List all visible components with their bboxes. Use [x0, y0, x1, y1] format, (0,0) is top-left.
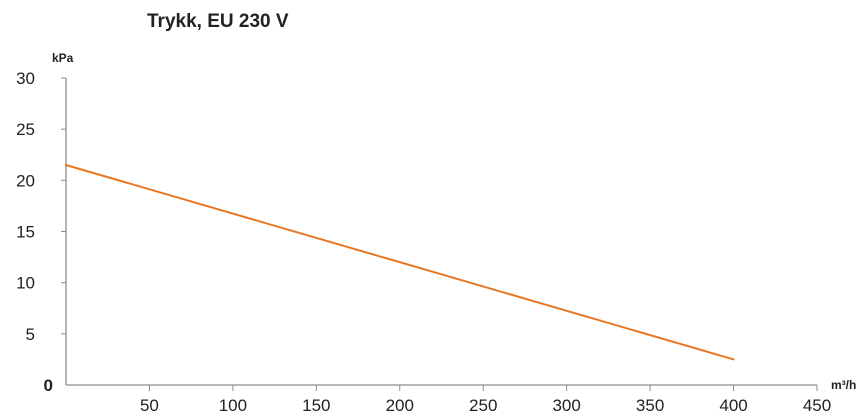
y-axis-unit: kPa: [52, 51, 74, 65]
x-tick-label: 150: [302, 396, 330, 415]
x-tick-label: 200: [386, 396, 414, 415]
x-tick-label: 450: [803, 396, 831, 415]
chart-title: Trykk, EU 230 V: [147, 11, 289, 32]
series-layer: [65, 164, 735, 361]
x-tick-label: 50: [140, 396, 159, 415]
y-tick-label: 15: [16, 223, 35, 242]
x-tick-label: 250: [469, 396, 497, 415]
y-tick-label: 5: [26, 325, 35, 344]
y-tick-label: 30: [16, 69, 35, 88]
y-axis-ticks: 5 10 15 20 25 30: [16, 69, 66, 344]
x-tick-label: 100: [219, 396, 247, 415]
y-tick-label: 10: [16, 274, 35, 293]
x-tick-label: 300: [552, 396, 580, 415]
y-tick-label: 25: [16, 120, 35, 139]
pressure-series-line: [65, 164, 735, 361]
origin-label: 0: [44, 376, 53, 395]
y-tick-label: 20: [16, 171, 35, 190]
x-axis-ticks: 50 100 150 200 250 300 350 400 450: [140, 385, 831, 415]
x-tick-label: 400: [719, 396, 747, 415]
x-axis-unit: m³/h: [831, 378, 856, 392]
x-tick-label: 350: [636, 396, 664, 415]
